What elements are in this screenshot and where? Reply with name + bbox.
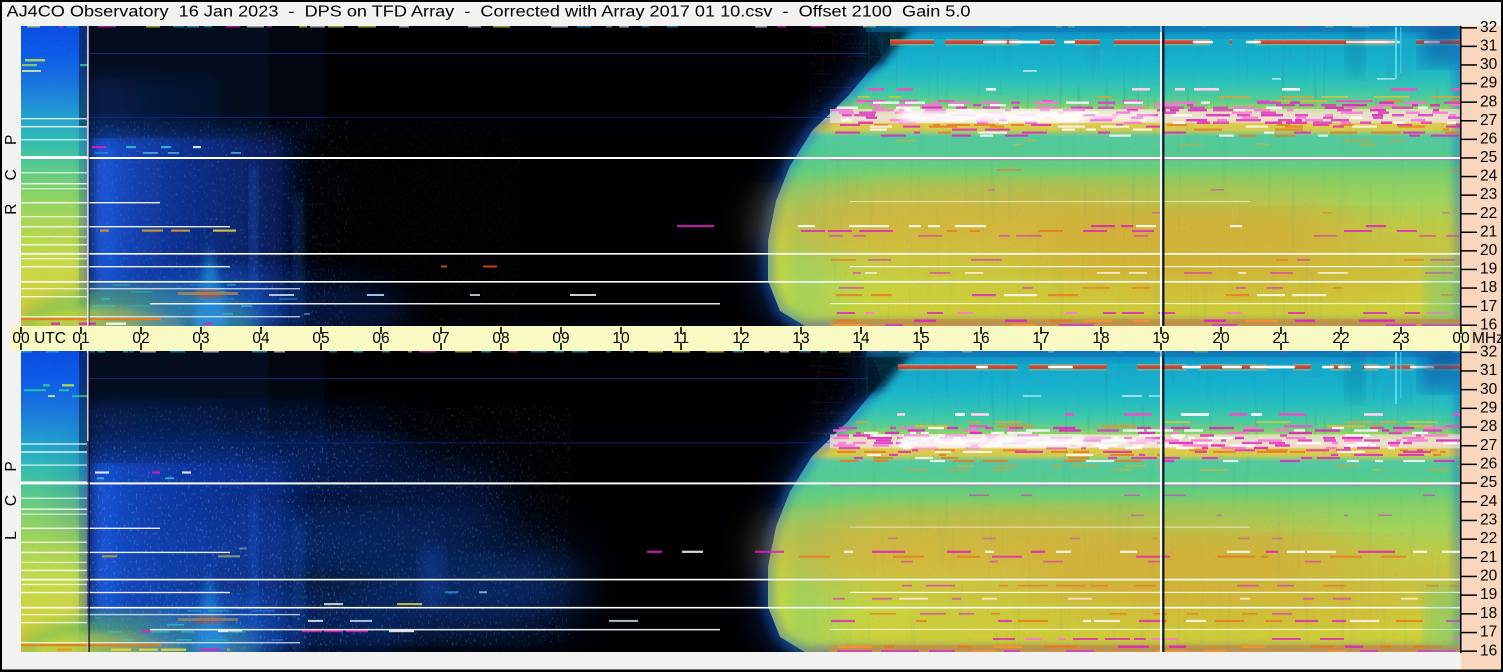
svg-text:17: 17 bbox=[1480, 624, 1497, 641]
svg-text:MHz: MHz bbox=[1472, 330, 1503, 347]
svg-text:30: 30 bbox=[1480, 381, 1498, 398]
svg-text:19: 19 bbox=[1480, 586, 1497, 603]
svg-text:31: 31 bbox=[1480, 37, 1497, 54]
svg-text:21: 21 bbox=[1480, 549, 1497, 566]
svg-text:20: 20 bbox=[1212, 330, 1230, 347]
svg-text:06: 06 bbox=[372, 330, 389, 347]
svg-text:14: 14 bbox=[852, 330, 870, 347]
svg-text:P: P bbox=[3, 135, 20, 145]
svg-text:03: 03 bbox=[192, 330, 209, 347]
svg-text:10: 10 bbox=[612, 330, 630, 347]
svg-text:16: 16 bbox=[1480, 642, 1497, 659]
svg-text:19: 19 bbox=[1152, 330, 1169, 347]
svg-text:28: 28 bbox=[1480, 93, 1497, 110]
svg-text:27: 27 bbox=[1480, 112, 1497, 129]
svg-text:25: 25 bbox=[1480, 149, 1497, 166]
svg-text:27: 27 bbox=[1480, 437, 1497, 454]
svg-text:AJ4CO Observatory 16 Jan 2023: AJ4CO Observatory 16 Jan 2023 - DPS on T… bbox=[7, 4, 971, 21]
svg-text:20: 20 bbox=[1480, 568, 1498, 585]
svg-text:01: 01 bbox=[72, 330, 89, 347]
svg-text:17: 17 bbox=[1032, 330, 1049, 347]
svg-text:29: 29 bbox=[1480, 75, 1497, 92]
svg-text:12: 12 bbox=[732, 330, 749, 347]
svg-text:24: 24 bbox=[1480, 493, 1498, 510]
svg-text:07: 07 bbox=[432, 330, 449, 347]
svg-text:09: 09 bbox=[552, 330, 569, 347]
svg-text:22: 22 bbox=[1332, 330, 1349, 347]
svg-text:16: 16 bbox=[972, 330, 989, 347]
svg-text:R: R bbox=[3, 204, 20, 215]
svg-text:23: 23 bbox=[1392, 330, 1409, 347]
svg-text:L: L bbox=[3, 531, 20, 540]
svg-text:22: 22 bbox=[1480, 530, 1497, 547]
svg-text:24: 24 bbox=[1480, 168, 1498, 185]
svg-text:29: 29 bbox=[1480, 399, 1497, 416]
svg-text:30: 30 bbox=[1480, 56, 1498, 73]
svg-text:32: 32 bbox=[1480, 343, 1497, 360]
svg-text:04: 04 bbox=[252, 330, 270, 347]
svg-text:22: 22 bbox=[1480, 205, 1497, 222]
svg-text:UTC: UTC bbox=[34, 330, 66, 347]
svg-text:00: 00 bbox=[1452, 330, 1470, 347]
svg-text:02: 02 bbox=[132, 330, 149, 347]
svg-text:26: 26 bbox=[1480, 130, 1497, 147]
svg-text:28: 28 bbox=[1480, 418, 1497, 435]
svg-text:19: 19 bbox=[1480, 261, 1497, 278]
svg-text:00: 00 bbox=[12, 330, 30, 347]
svg-text:25: 25 bbox=[1480, 474, 1497, 491]
svg-text:23: 23 bbox=[1480, 186, 1497, 203]
svg-text:20: 20 bbox=[1480, 242, 1498, 259]
svg-text:11: 11 bbox=[673, 330, 689, 347]
svg-text:05: 05 bbox=[312, 330, 329, 347]
svg-text:13: 13 bbox=[792, 330, 809, 347]
svg-text:21: 21 bbox=[1480, 223, 1497, 240]
svg-text:26: 26 bbox=[1480, 455, 1497, 472]
svg-text:15: 15 bbox=[912, 330, 929, 347]
svg-text:08: 08 bbox=[492, 330, 509, 347]
svg-text:18: 18 bbox=[1480, 605, 1497, 622]
svg-text:18: 18 bbox=[1092, 330, 1109, 347]
svg-text:18: 18 bbox=[1480, 279, 1497, 296]
svg-text:17: 17 bbox=[1480, 298, 1497, 315]
svg-text:C: C bbox=[3, 495, 20, 506]
svg-text:23: 23 bbox=[1480, 511, 1497, 528]
svg-text:P: P bbox=[3, 461, 20, 471]
svg-text:21: 21 bbox=[1272, 330, 1289, 347]
svg-text:31: 31 bbox=[1480, 362, 1497, 379]
svg-text:16: 16 bbox=[1480, 316, 1497, 333]
svg-text:32: 32 bbox=[1480, 19, 1497, 36]
svg-text:C: C bbox=[3, 169, 20, 180]
